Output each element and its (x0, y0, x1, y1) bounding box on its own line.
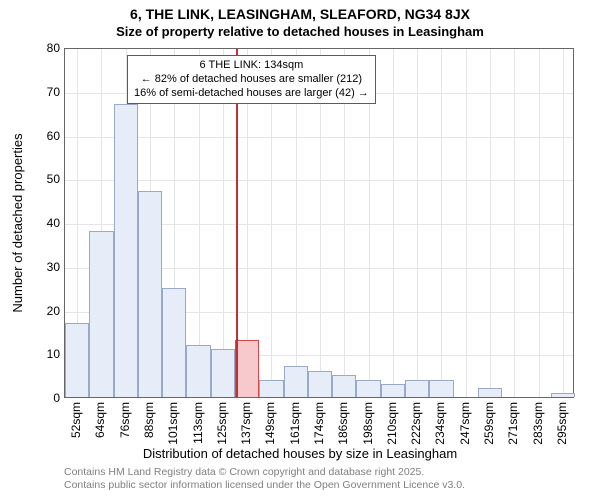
x-tick: 125sqm (215, 402, 229, 445)
x-tick: 174sqm (312, 402, 326, 445)
gridline-v (490, 49, 491, 397)
bar (308, 371, 332, 397)
y-tick: 40 (24, 216, 60, 230)
gridline-v (393, 49, 394, 397)
chart-subtitle: Size of property relative to detached ho… (0, 24, 600, 39)
gridline-v (417, 49, 418, 397)
x-tick: 210sqm (385, 402, 399, 445)
bar (284, 366, 308, 397)
bar-highlight (235, 340, 259, 397)
gridline-v (466, 49, 467, 397)
x-tick: 198sqm (361, 402, 375, 445)
bar (65, 323, 89, 397)
annotation-line-3: 16% of semi-detached houses are larger (… (134, 87, 369, 101)
gridline-v (563, 49, 564, 397)
annotation-line-1: 6 THE LINK: 134sqm (134, 59, 369, 73)
x-tick: 113sqm (191, 402, 205, 444)
bar (551, 393, 575, 397)
x-tick: 186sqm (336, 402, 350, 445)
y-tick: 70 (24, 85, 60, 99)
bar (162, 288, 186, 397)
histogram-chart: 6, THE LINK, LEASINGHAM, SLEAFORD, NG34 … (0, 0, 600, 500)
y-tick: 0 (24, 391, 60, 405)
bar (138, 191, 162, 397)
chart-title: 6, THE LINK, LEASINGHAM, SLEAFORD, NG34 … (0, 6, 600, 22)
gridline-h (65, 180, 573, 181)
bar (89, 231, 113, 397)
x-tick: 222sqm (409, 402, 423, 445)
annotation-line-2: ← 82% of detached houses are smaller (21… (134, 73, 369, 87)
footnote-2: Contains public sector information licen… (64, 479, 465, 491)
y-tick: 10 (24, 347, 60, 361)
y-tick: 50 (24, 172, 60, 186)
bar (211, 349, 235, 397)
x-tick: 76sqm (118, 402, 132, 438)
y-tick: 20 (24, 304, 60, 318)
bar (114, 104, 138, 397)
annotation-box: 6 THE LINK: 134sqm ← 82% of detached hou… (127, 55, 376, 104)
x-tick: 259sqm (482, 402, 496, 445)
y-tick: 80 (24, 41, 60, 55)
bar (478, 388, 502, 397)
bar (186, 345, 210, 398)
gridline-v (539, 49, 540, 397)
bar (381, 384, 405, 397)
bar (356, 380, 380, 398)
y-tick: 30 (24, 260, 60, 274)
bar (259, 380, 283, 398)
footnote-1: Contains HM Land Registry data © Crown c… (64, 466, 424, 478)
x-tick: 101sqm (166, 402, 180, 445)
x-tick: 234sqm (433, 402, 447, 445)
x-tick: 271sqm (506, 402, 520, 445)
gridline-v (514, 49, 515, 397)
x-tick: 137sqm (239, 402, 253, 445)
gridline-v (441, 49, 442, 397)
x-tick: 149sqm (263, 402, 277, 445)
gridline-h (65, 137, 573, 138)
bar (405, 380, 429, 398)
plot-area: 6 THE LINK: 134sqm ← 82% of detached hou… (64, 48, 574, 398)
x-axis-label: Distribution of detached houses by size … (0, 446, 600, 461)
x-tick: 161sqm (288, 402, 302, 445)
bar (332, 375, 356, 397)
y-tick: 60 (24, 129, 60, 143)
y-axis-label: Number of detached properties (10, 133, 25, 312)
x-tick: 283sqm (531, 402, 545, 445)
x-tick: 295sqm (555, 402, 569, 445)
x-tick: 247sqm (458, 402, 472, 445)
bar (429, 380, 453, 398)
x-tick: 88sqm (142, 402, 156, 438)
x-tick: 52sqm (69, 402, 83, 438)
x-tick: 64sqm (93, 402, 107, 438)
